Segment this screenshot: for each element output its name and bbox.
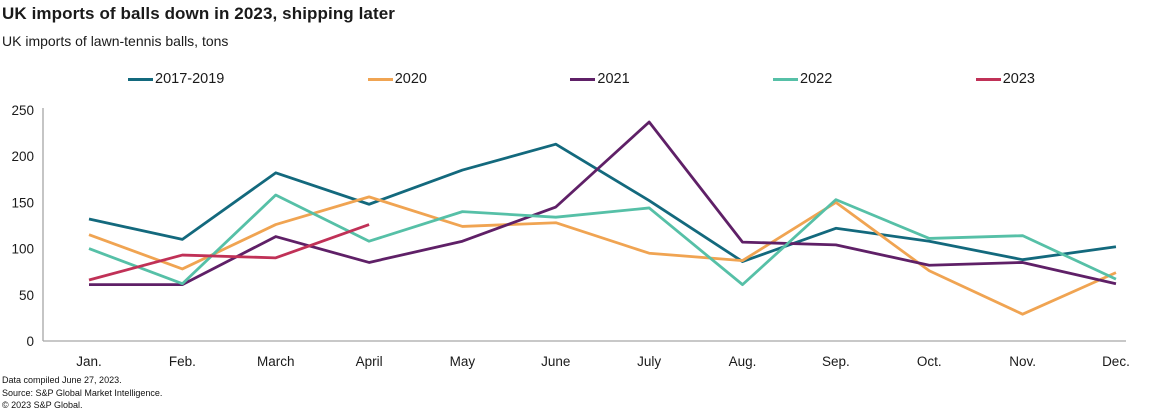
chart-title: UK imports of balls down in 2023, shippi… [2,4,396,23]
x-tick-label: May [450,354,476,369]
x-tick-label: June [541,354,570,369]
legend-swatch-2023 [975,77,1001,81]
legend-label-2021: 2021 [597,71,630,87]
x-tick-label: July [637,354,661,369]
legend-label-2022: 2022 [800,71,833,87]
series-line-2023 [88,223,370,282]
y-tick-label: 200 [11,149,34,164]
footer-compiled-note: Data compiled June 27, 2023. [2,375,122,385]
y-tick-label: 150 [11,195,34,210]
x-tick-label: March [257,354,295,369]
footer-source-note: Source: S&P Global Market Intelligence. [2,387,163,398]
legend-item-2023: 2023 [975,71,1035,87]
series-line-2017-2019 [88,142,1117,263]
y-tick-label: 100 [11,242,34,257]
series-line-2021 [89,120,1117,287]
x-tick-label: Feb. [169,354,196,369]
legend-swatch-2021 [570,77,596,81]
legend-item-2020: 2020 [367,71,427,87]
legend-item-2017-2019: 2017-2019 [128,71,224,87]
legend-item-2022: 2022 [773,71,832,87]
legend-swatch-2022 [773,77,799,81]
x-tick-label: Dec. [1102,354,1130,369]
legend-swatch-2017-2019 [128,77,153,81]
chart-subtitle: UK imports of lawn-tennis balls, tons [2,33,229,49]
series-line-2022 [88,193,1117,287]
legend-item-2021: 2021 [570,71,630,87]
legend: 2017-2019 2020 2021 2022 2023 [128,71,1035,87]
legend-label-2023: 2023 [1002,71,1035,87]
series-line-2020 [88,195,1117,316]
footer-copyright-note: © 2023 S&P Global. [2,400,83,410]
x-tick-label: Jan. [76,354,102,369]
x-tick-label: Nov. [1009,354,1036,369]
y-tick-label: 0 [26,334,34,349]
legend-label-2020: 2020 [394,71,427,87]
y-tick-label: 250 [11,103,34,118]
x-tick-label: Sep. [822,354,850,369]
x-tick-label: April [356,354,383,369]
x-tick-label: Aug. [729,354,757,369]
x-tick-label: Oct. [917,354,942,369]
y-tick-label: 50 [19,288,34,303]
legend-label-2017-2019: 2017-2019 [155,71,225,87]
chart-footer: Data compiled June 27, 2023. Source: S&P… [2,374,162,412]
legend-swatch-2020 [367,77,393,81]
